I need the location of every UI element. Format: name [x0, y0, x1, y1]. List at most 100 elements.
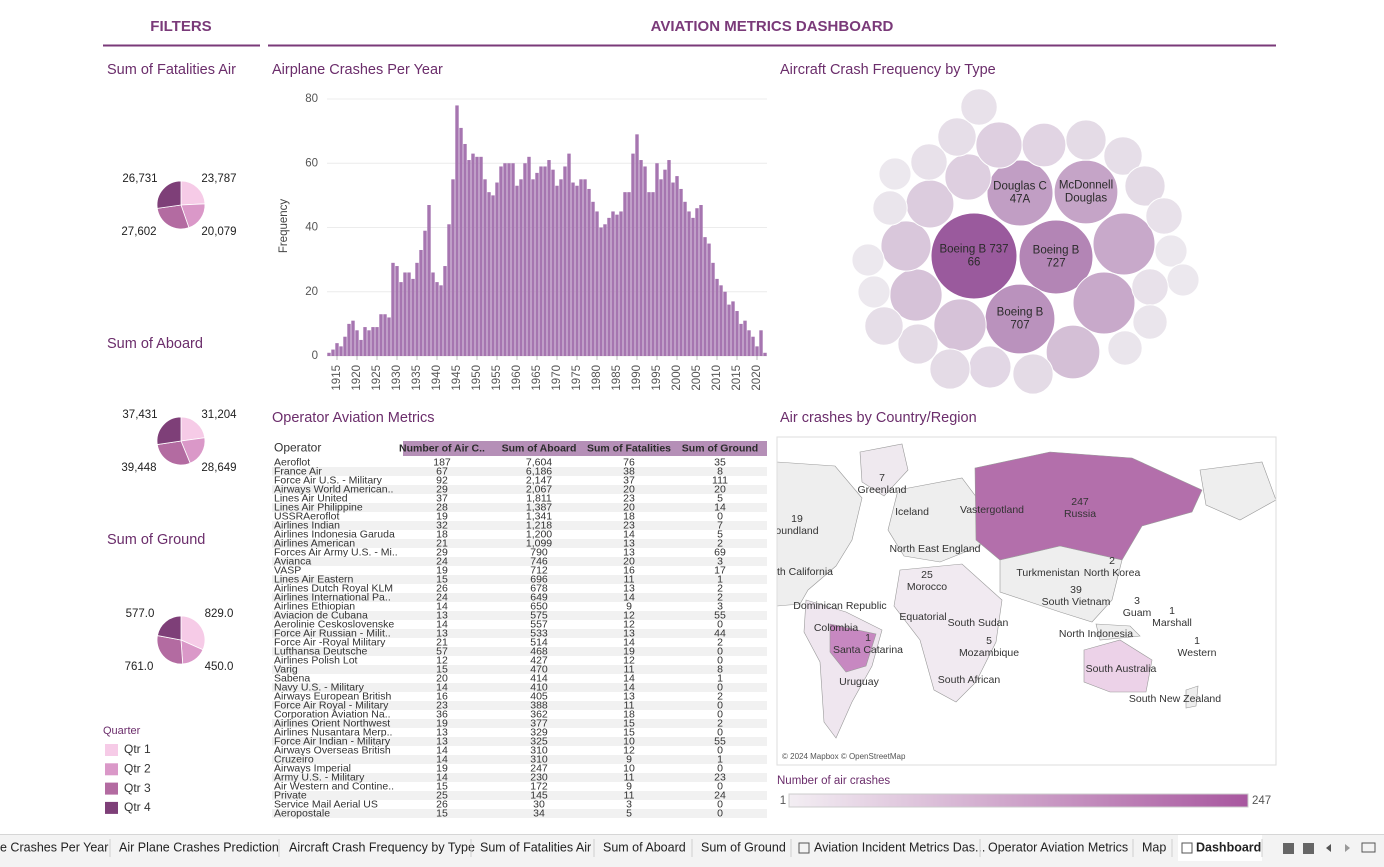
- tab[interactable]: Sum of Aboard: [603, 840, 686, 854]
- table-cell: 790: [530, 546, 548, 558]
- toolbar-icon[interactable]: [1283, 843, 1294, 854]
- nav-prev[interactable]: [1326, 844, 1331, 852]
- bar: [447, 224, 451, 356]
- table-cell: 2: [717, 636, 723, 648]
- table-cell: Force Air U.S. - Military: [274, 474, 383, 486]
- table-cell: 20: [623, 555, 635, 567]
- legend-label: Qtr 3: [124, 781, 151, 795]
- bubble: [878, 157, 912, 191]
- chart-title: Airplane Crashes Per Year: [272, 62, 443, 78]
- map-frame: [776, 436, 1277, 766]
- bubble: [864, 306, 904, 346]
- table-cell: 20: [623, 501, 635, 513]
- row-stripe: [272, 539, 767, 548]
- table-cell: 13: [623, 546, 635, 558]
- table-cell: 247: [530, 762, 548, 774]
- bar: [343, 336, 347, 356]
- tab[interactable]: Sum of Fatalities Air: [480, 840, 591, 854]
- table-cell: 44: [714, 627, 726, 639]
- pie-label: 28,649: [201, 462, 236, 474]
- table-cell: 25: [436, 789, 448, 801]
- table-cell: 18: [623, 510, 635, 522]
- table-cell: 514: [530, 636, 548, 648]
- bar: [367, 330, 371, 356]
- tab[interactable]: Sum of Ground: [701, 840, 786, 854]
- bubble: [1018, 219, 1094, 295]
- tab[interactable]: Operator Aviation Metrics: [988, 840, 1128, 854]
- table-cell: Force Air -Royal Military: [274, 636, 386, 648]
- table-cell: 1,341: [526, 510, 552, 522]
- table-cell: 410: [530, 681, 548, 693]
- present-icon[interactable]: [1361, 842, 1376, 853]
- tab[interactable]: e Crashes Per Year: [0, 840, 108, 854]
- tab[interactable]: Aviation Incident Metrics Das...: [814, 840, 985, 854]
- table-cell: 9: [626, 780, 632, 792]
- table-cell: USSRAeroflot: [274, 510, 339, 522]
- bubble: [933, 298, 987, 352]
- table-cell: Airways Imperial: [274, 762, 351, 774]
- table-cell: 0: [717, 618, 723, 630]
- bubble: [1166, 263, 1200, 297]
- table-cell: Aerolinie Ceskoslovenske: [274, 618, 394, 630]
- map-count: 25: [921, 569, 933, 581]
- bar: [335, 343, 339, 356]
- pie-slice: [156, 180, 182, 209]
- table-cell: 0: [717, 726, 723, 738]
- y-tick-label: 40: [305, 222, 318, 234]
- bar: [655, 163, 659, 356]
- table-cell: 111: [712, 474, 728, 486]
- bubble: [1145, 197, 1183, 235]
- table-cell: 19: [436, 717, 448, 729]
- x-tick-label: 1940: [431, 365, 443, 391]
- table-cell: Force Air Indian - Military: [274, 735, 391, 747]
- table-cell: 55: [714, 735, 726, 747]
- bar: [459, 127, 463, 356]
- map-legend-scale: [788, 793, 1249, 808]
- bubble: [1154, 234, 1188, 268]
- table-cell: 678: [530, 582, 548, 594]
- bar: [535, 172, 539, 356]
- table-cell: Aeropostale: [274, 807, 330, 819]
- map-label: Iceland: [895, 506, 929, 518]
- row-stripe: [272, 755, 767, 764]
- x-tick-label: 1950: [471, 365, 483, 391]
- bubble: [897, 323, 939, 365]
- bubble: [1107, 330, 1143, 366]
- bar: [507, 163, 511, 356]
- tab[interactable]: Dashboard: [1196, 840, 1261, 854]
- map-count: 7: [879, 472, 885, 484]
- map-title: Air crashes by Country/Region: [780, 410, 977, 426]
- row-stripe: [272, 593, 767, 602]
- table-cell: 329: [530, 726, 548, 738]
- map-legend-title: Number of air crashes: [777, 775, 890, 787]
- x-tick-label: 2015: [731, 365, 743, 391]
- table-cell: 15: [436, 663, 448, 675]
- toolbar-icon[interactable]: [1303, 843, 1314, 854]
- tab[interactable]: Map: [1142, 840, 1166, 854]
- bar: [727, 304, 731, 356]
- tab[interactable]: Air Plane Crashes Prediction: [119, 840, 279, 854]
- bar: [471, 153, 475, 356]
- table-cell: 470: [530, 663, 548, 675]
- bubble: [872, 190, 908, 226]
- bar: [663, 169, 667, 356]
- tab[interactable]: Aircraft Crash Frequency by Type: [289, 840, 475, 854]
- table-cell: 76: [623, 456, 635, 468]
- table-cell: 10: [623, 762, 635, 774]
- table-cell: Varig: [274, 663, 298, 675]
- x-tick-label: 2000: [671, 365, 683, 391]
- bar: [467, 160, 471, 356]
- x-tick-label: 2010: [711, 365, 723, 391]
- row-stripe: [272, 521, 767, 530]
- nav-next[interactable]: [1345, 844, 1350, 852]
- table-cell: Army U.S. - Military: [274, 771, 365, 783]
- bar: [543, 166, 547, 356]
- map-land: [777, 443, 1276, 739]
- bubble-label: Boeing B: [1033, 245, 1080, 257]
- table-cell: Airlines Polish Lot: [274, 654, 358, 666]
- map-label: Greenland: [857, 484, 906, 496]
- map-count: 19: [791, 513, 803, 525]
- bar: [647, 192, 651, 356]
- table-cell: Corporation Aviation Na..: [274, 708, 391, 720]
- bubble: [968, 345, 1012, 389]
